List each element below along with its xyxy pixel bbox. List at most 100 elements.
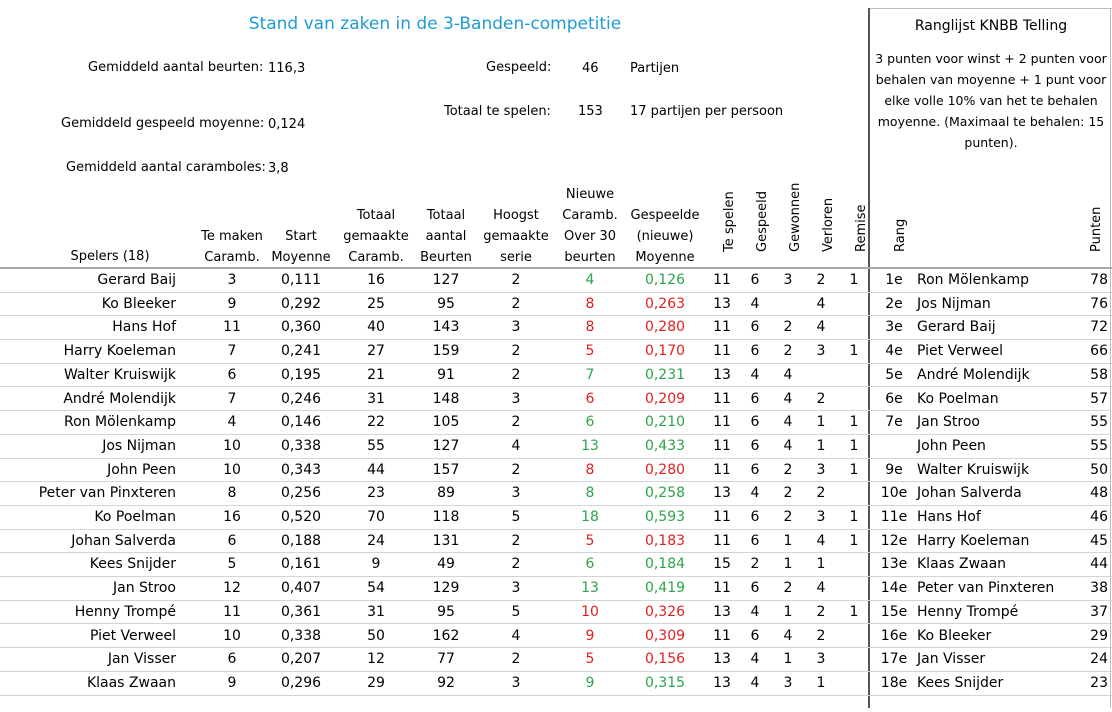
to-make-cell: 5 — [227, 556, 237, 573]
played-moyenne-cell: 0,280 — [644, 319, 686, 336]
rank-cell — [876, 435, 912, 458]
to-make-cell: 6 — [227, 651, 237, 668]
draw-cell — [840, 364, 868, 387]
ranking-points-cell: 55 — [1090, 414, 1108, 431]
won-cell: 1 — [783, 556, 793, 573]
highest-serie-cell: 3 — [511, 319, 521, 336]
ranking-name-cell: Jos Nijman — [917, 295, 991, 312]
new-caramb-cell: 8 — [585, 295, 595, 312]
new-caramb-cell: 6 — [585, 556, 595, 573]
to-make-cell: 9 — [227, 295, 237, 312]
table-row: Johan Salverda 6 0,188 24 131 2 5 0,183 11 6 1 4 1 12… — [0, 530, 1112, 554]
start-moyenne-cell: 0,161 — [280, 556, 322, 573]
to-play-cell: 13 — [713, 295, 731, 312]
draw-cell — [840, 553, 868, 576]
table-row: Ko Poelman 16 0,520 70 118 5 18 0,593 11 6 2 3 1 11e H… — [0, 506, 1112, 530]
to-play-cell: 11 — [713, 343, 731, 360]
lost-cell: 4 — [816, 580, 826, 597]
total-made-cell: 29 — [367, 674, 385, 691]
played-moyenne-cell: 0,419 — [644, 580, 686, 597]
ranking-name-cell: Harry Koeleman — [917, 532, 1030, 549]
table-row: Henny Trompé 11 0,361 31 95 5 10 0,326 13 4 1 2 1 15e… — [0, 601, 1112, 625]
rank-cell: 14e — [880, 580, 908, 597]
highest-serie-cell: 2 — [511, 414, 521, 431]
new-caramb-cell: 18 — [581, 509, 599, 525]
highest-serie-cell: 2 — [511, 651, 521, 668]
header-to-make: Te maken Caramb. — [201, 229, 263, 265]
player-name: Peter van Pinxteren — [38, 485, 176, 502]
highest-serie-cell: 3 — [511, 390, 521, 407]
table-row: Ko Bleeker 9 0,292 25 95 2 8 0,263 13 4 4 2e Jos Nij… — [0, 293, 1112, 317]
played-moyenne-cell: 0,156 — [644, 651, 686, 668]
total-made-cell: 55 — [367, 437, 385, 454]
played-unit: Partijen — [630, 61, 680, 76]
avg-turns-label: Gemiddeld aantal beurten: — [88, 60, 264, 75]
start-moyenne-cell: 0,343 — [280, 461, 322, 478]
total-made-cell: 16 — [367, 272, 385, 288]
header-played-moyenne: Gespeelde (nieuwe) Moyenne — [630, 208, 700, 265]
played-moyenne-cell: 0,209 — [644, 390, 686, 407]
ranking-name-cell: John Peen — [917, 437, 986, 454]
ranking-name-cell: Johan Salverda — [917, 485, 1022, 502]
table-row: Hans Hof 11 0,360 40 143 3 8 0,280 11 6 2 4 3e Gerard… — [0, 316, 1112, 341]
ranking-title: Ranglijst KNBB Telling — [914, 18, 1068, 34]
lost-cell: 3 — [816, 651, 826, 668]
played-cell: 6 — [750, 461, 760, 478]
total-turns-cell: 131 — [432, 532, 460, 549]
ranking-name-cell: Hans Hof — [917, 509, 981, 525]
ranking-name-cell: Ko Poelman — [917, 390, 999, 407]
player-name: Johan Salverda — [71, 532, 176, 549]
new-caramb-cell: 10 — [581, 603, 599, 620]
to-make-cell: 3 — [227, 272, 237, 288]
played-cell: 6 — [750, 580, 760, 597]
new-caramb-cell: 13 — [581, 437, 599, 454]
ranking-points-cell: 46 — [1090, 509, 1108, 525]
player-name: Jan Stroo — [113, 580, 176, 597]
total-turns-cell: 95 — [437, 295, 455, 312]
start-moyenne-cell: 0,296 — [280, 674, 322, 691]
total-made-cell: 40 — [367, 319, 385, 336]
ranking-points-cell: 55 — [1090, 437, 1108, 454]
player-name: Ron Mölenkamp — [64, 414, 176, 431]
ranking-name-cell: Ko Bleeker — [917, 627, 992, 644]
header-start: Start Moyenne — [271, 229, 331, 265]
won-cell: 2 — [783, 485, 793, 502]
total-made-cell: 24 — [367, 532, 385, 549]
new-caramb-cell: 5 — [585, 343, 595, 360]
lost-cell: 1 — [816, 414, 826, 431]
played-cell: 4 — [750, 603, 760, 620]
rank-cell: 3e — [885, 319, 903, 336]
to-play-cell: 13 — [713, 485, 731, 502]
total-made-cell: 12 — [367, 651, 385, 668]
ranking-name-cell: Klaas Zwaan — [917, 556, 1007, 573]
won-cell: 4 — [783, 366, 793, 383]
lost-cell: 3 — [816, 343, 826, 360]
total-label: Totaal te spelen: — [444, 104, 551, 119]
table-row: Jan Visser 6 0,207 12 77 2 5 0,156 13 4 1 3 17e Jan V… — [0, 648, 1112, 672]
player-name: Jos Nijman — [102, 437, 176, 454]
start-moyenne-cell: 0,256 — [280, 485, 322, 502]
rank-cell: 6e — [885, 390, 903, 407]
to-play-cell: 13 — [713, 651, 731, 668]
new-caramb-cell: 6 — [585, 390, 595, 407]
played-moyenne-cell: 0,258 — [644, 485, 686, 502]
ranking-top-border — [870, 8, 1112, 9]
played-moyenne-cell: 0,183 — [644, 532, 686, 549]
won-cell: 2 — [783, 343, 793, 360]
played-cell: 4 — [750, 295, 760, 312]
total-turns-cell: 162 — [432, 627, 460, 644]
player-name: Piet Verweel — [89, 627, 176, 644]
avg-turns-value: 116,3 — [268, 61, 306, 76]
highest-serie-cell: 2 — [511, 532, 521, 549]
new-caramb-cell: 8 — [585, 461, 595, 478]
start-moyenne-cell: 0,195 — [280, 366, 322, 383]
header-total-turns: Totaal aantal Beurten — [420, 208, 472, 265]
new-caramb-cell: 9 — [585, 627, 595, 644]
to-make-cell: 7 — [227, 343, 237, 360]
highest-serie-cell: 5 — [511, 509, 521, 525]
total-turns-cell: 49 — [437, 556, 455, 573]
ranking-name-cell: André Molendijk — [917, 366, 1030, 383]
panel-right-border — [1110, 8, 1111, 708]
to-make-cell: 10 — [223, 627, 241, 644]
panel-divider — [868, 8, 870, 708]
